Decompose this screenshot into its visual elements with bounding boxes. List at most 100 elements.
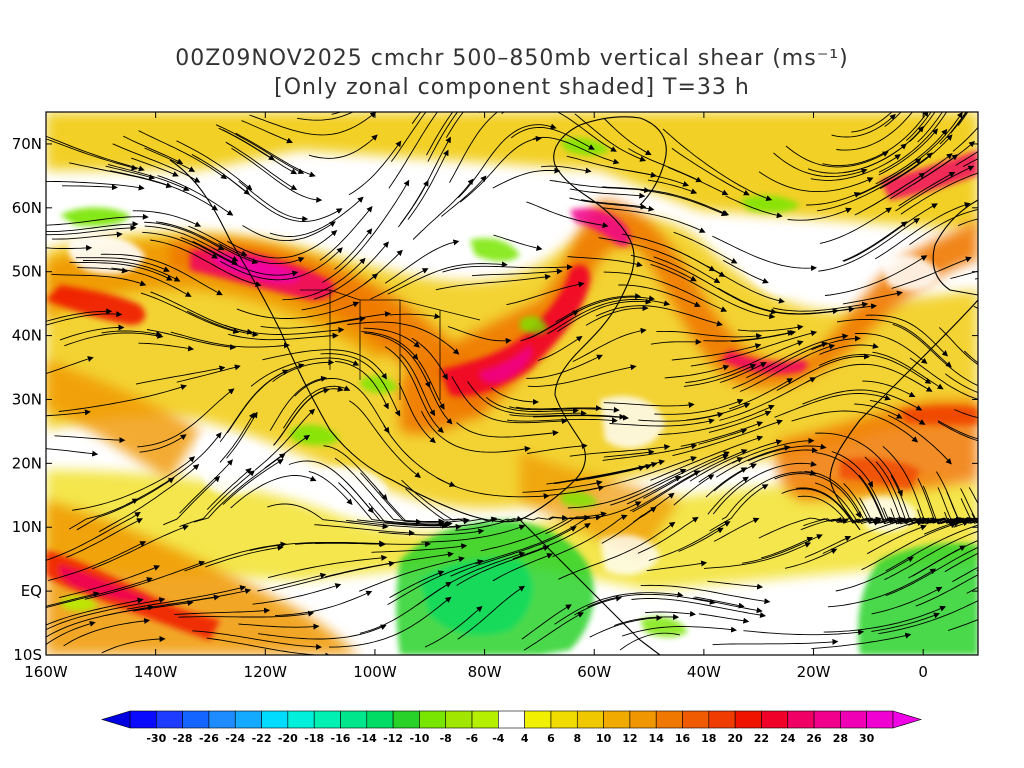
streamline bbox=[698, 428, 748, 445]
streamline bbox=[900, 172, 978, 215]
streamline bbox=[490, 387, 539, 405]
streamline bbox=[347, 321, 460, 355]
streamline bbox=[46, 591, 100, 607]
streamline bbox=[640, 189, 728, 216]
streamline bbox=[46, 597, 166, 631]
lat-label: 10S bbox=[13, 646, 42, 664]
colorbar-box bbox=[261, 710, 289, 729]
colorbar-box bbox=[419, 710, 447, 729]
streamline bbox=[707, 580, 764, 590]
streamline bbox=[862, 380, 916, 398]
streamline bbox=[157, 175, 234, 216]
streamline bbox=[630, 254, 697, 282]
streamline bbox=[257, 572, 327, 592]
streamline bbox=[325, 311, 391, 325]
streamline bbox=[884, 112, 902, 127]
streamline bbox=[884, 530, 978, 581]
streamline bbox=[356, 519, 448, 529]
streamline bbox=[273, 387, 330, 446]
streamline bbox=[445, 112, 464, 138]
streamline bbox=[501, 112, 617, 152]
streamline bbox=[144, 221, 225, 251]
coastline-north-america-west bbox=[169, 159, 521, 523]
streamline bbox=[866, 524, 927, 555]
streamline bbox=[238, 623, 320, 630]
streamline bbox=[650, 435, 764, 481]
streamline bbox=[510, 126, 595, 150]
streamline bbox=[555, 293, 642, 323]
streamline bbox=[249, 112, 377, 136]
colorbar-label: -12 bbox=[383, 732, 403, 745]
colorbar-box bbox=[208, 710, 236, 729]
streamline bbox=[76, 477, 175, 531]
streamline bbox=[817, 152, 933, 212]
latitude-axis: 70N 60N 50N 40N 30N 20N 10N EQ 10S bbox=[12, 135, 978, 664]
streamline bbox=[69, 162, 173, 189]
coastline-south-america bbox=[519, 519, 661, 655]
streamline bbox=[640, 584, 771, 605]
streamline bbox=[993, 98, 1024, 132]
streamline bbox=[54, 435, 126, 444]
lat-label: 40N bbox=[12, 327, 42, 345]
streamline bbox=[383, 425, 456, 487]
streamline bbox=[224, 324, 345, 335]
streamline bbox=[672, 419, 783, 457]
streamline bbox=[602, 186, 730, 216]
streamline bbox=[746, 333, 849, 379]
lat-label: 30N bbox=[12, 390, 42, 408]
streamline bbox=[557, 298, 652, 332]
streamline bbox=[879, 134, 953, 189]
streamline bbox=[533, 136, 620, 165]
streamline bbox=[528, 295, 655, 339]
streamline bbox=[77, 267, 128, 274]
streamline bbox=[811, 632, 912, 650]
streamline bbox=[653, 256, 778, 315]
streamline bbox=[892, 323, 978, 387]
streamline bbox=[603, 207, 706, 233]
streamline bbox=[412, 178, 474, 240]
streamline bbox=[983, 355, 1024, 374]
streamline bbox=[629, 470, 701, 512]
streamline bbox=[804, 535, 852, 558]
streamline bbox=[458, 123, 557, 199]
streamline bbox=[968, 487, 978, 505]
streamline bbox=[389, 313, 441, 320]
streamline bbox=[797, 495, 908, 525]
streamline bbox=[456, 545, 550, 586]
streamline bbox=[772, 301, 869, 312]
streamline bbox=[541, 165, 592, 174]
streamline bbox=[527, 364, 637, 387]
streamline bbox=[909, 209, 978, 245]
streamline bbox=[180, 236, 299, 277]
streamline bbox=[574, 113, 647, 162]
colorbar-box bbox=[340, 710, 368, 729]
streamline bbox=[774, 393, 891, 418]
streamline bbox=[758, 516, 843, 539]
streamline bbox=[547, 298, 671, 335]
lat-label: EQ bbox=[21, 582, 42, 600]
streamline bbox=[334, 360, 389, 410]
colorbar-label: 14 bbox=[649, 732, 665, 745]
colorbar-box bbox=[366, 710, 394, 729]
streamline bbox=[227, 230, 338, 259]
streamline bbox=[475, 514, 602, 565]
streamline bbox=[371, 543, 468, 553]
streamline bbox=[225, 141, 298, 190]
streamline bbox=[83, 260, 181, 282]
colorbar-box bbox=[866, 710, 894, 729]
streamline bbox=[219, 247, 343, 281]
streamline bbox=[854, 153, 953, 216]
streamline bbox=[957, 218, 978, 227]
streamline bbox=[314, 524, 415, 536]
streamline bbox=[101, 636, 166, 654]
lon-label: 120W bbox=[244, 663, 288, 681]
colorbar-label: -10 bbox=[409, 732, 429, 745]
streamline bbox=[179, 470, 255, 528]
streamline bbox=[400, 354, 436, 417]
streamline bbox=[421, 524, 526, 543]
streamline bbox=[952, 126, 978, 152]
streamline bbox=[222, 129, 275, 161]
streamline bbox=[971, 513, 978, 523]
streamline bbox=[960, 488, 978, 521]
streamline bbox=[680, 421, 764, 447]
